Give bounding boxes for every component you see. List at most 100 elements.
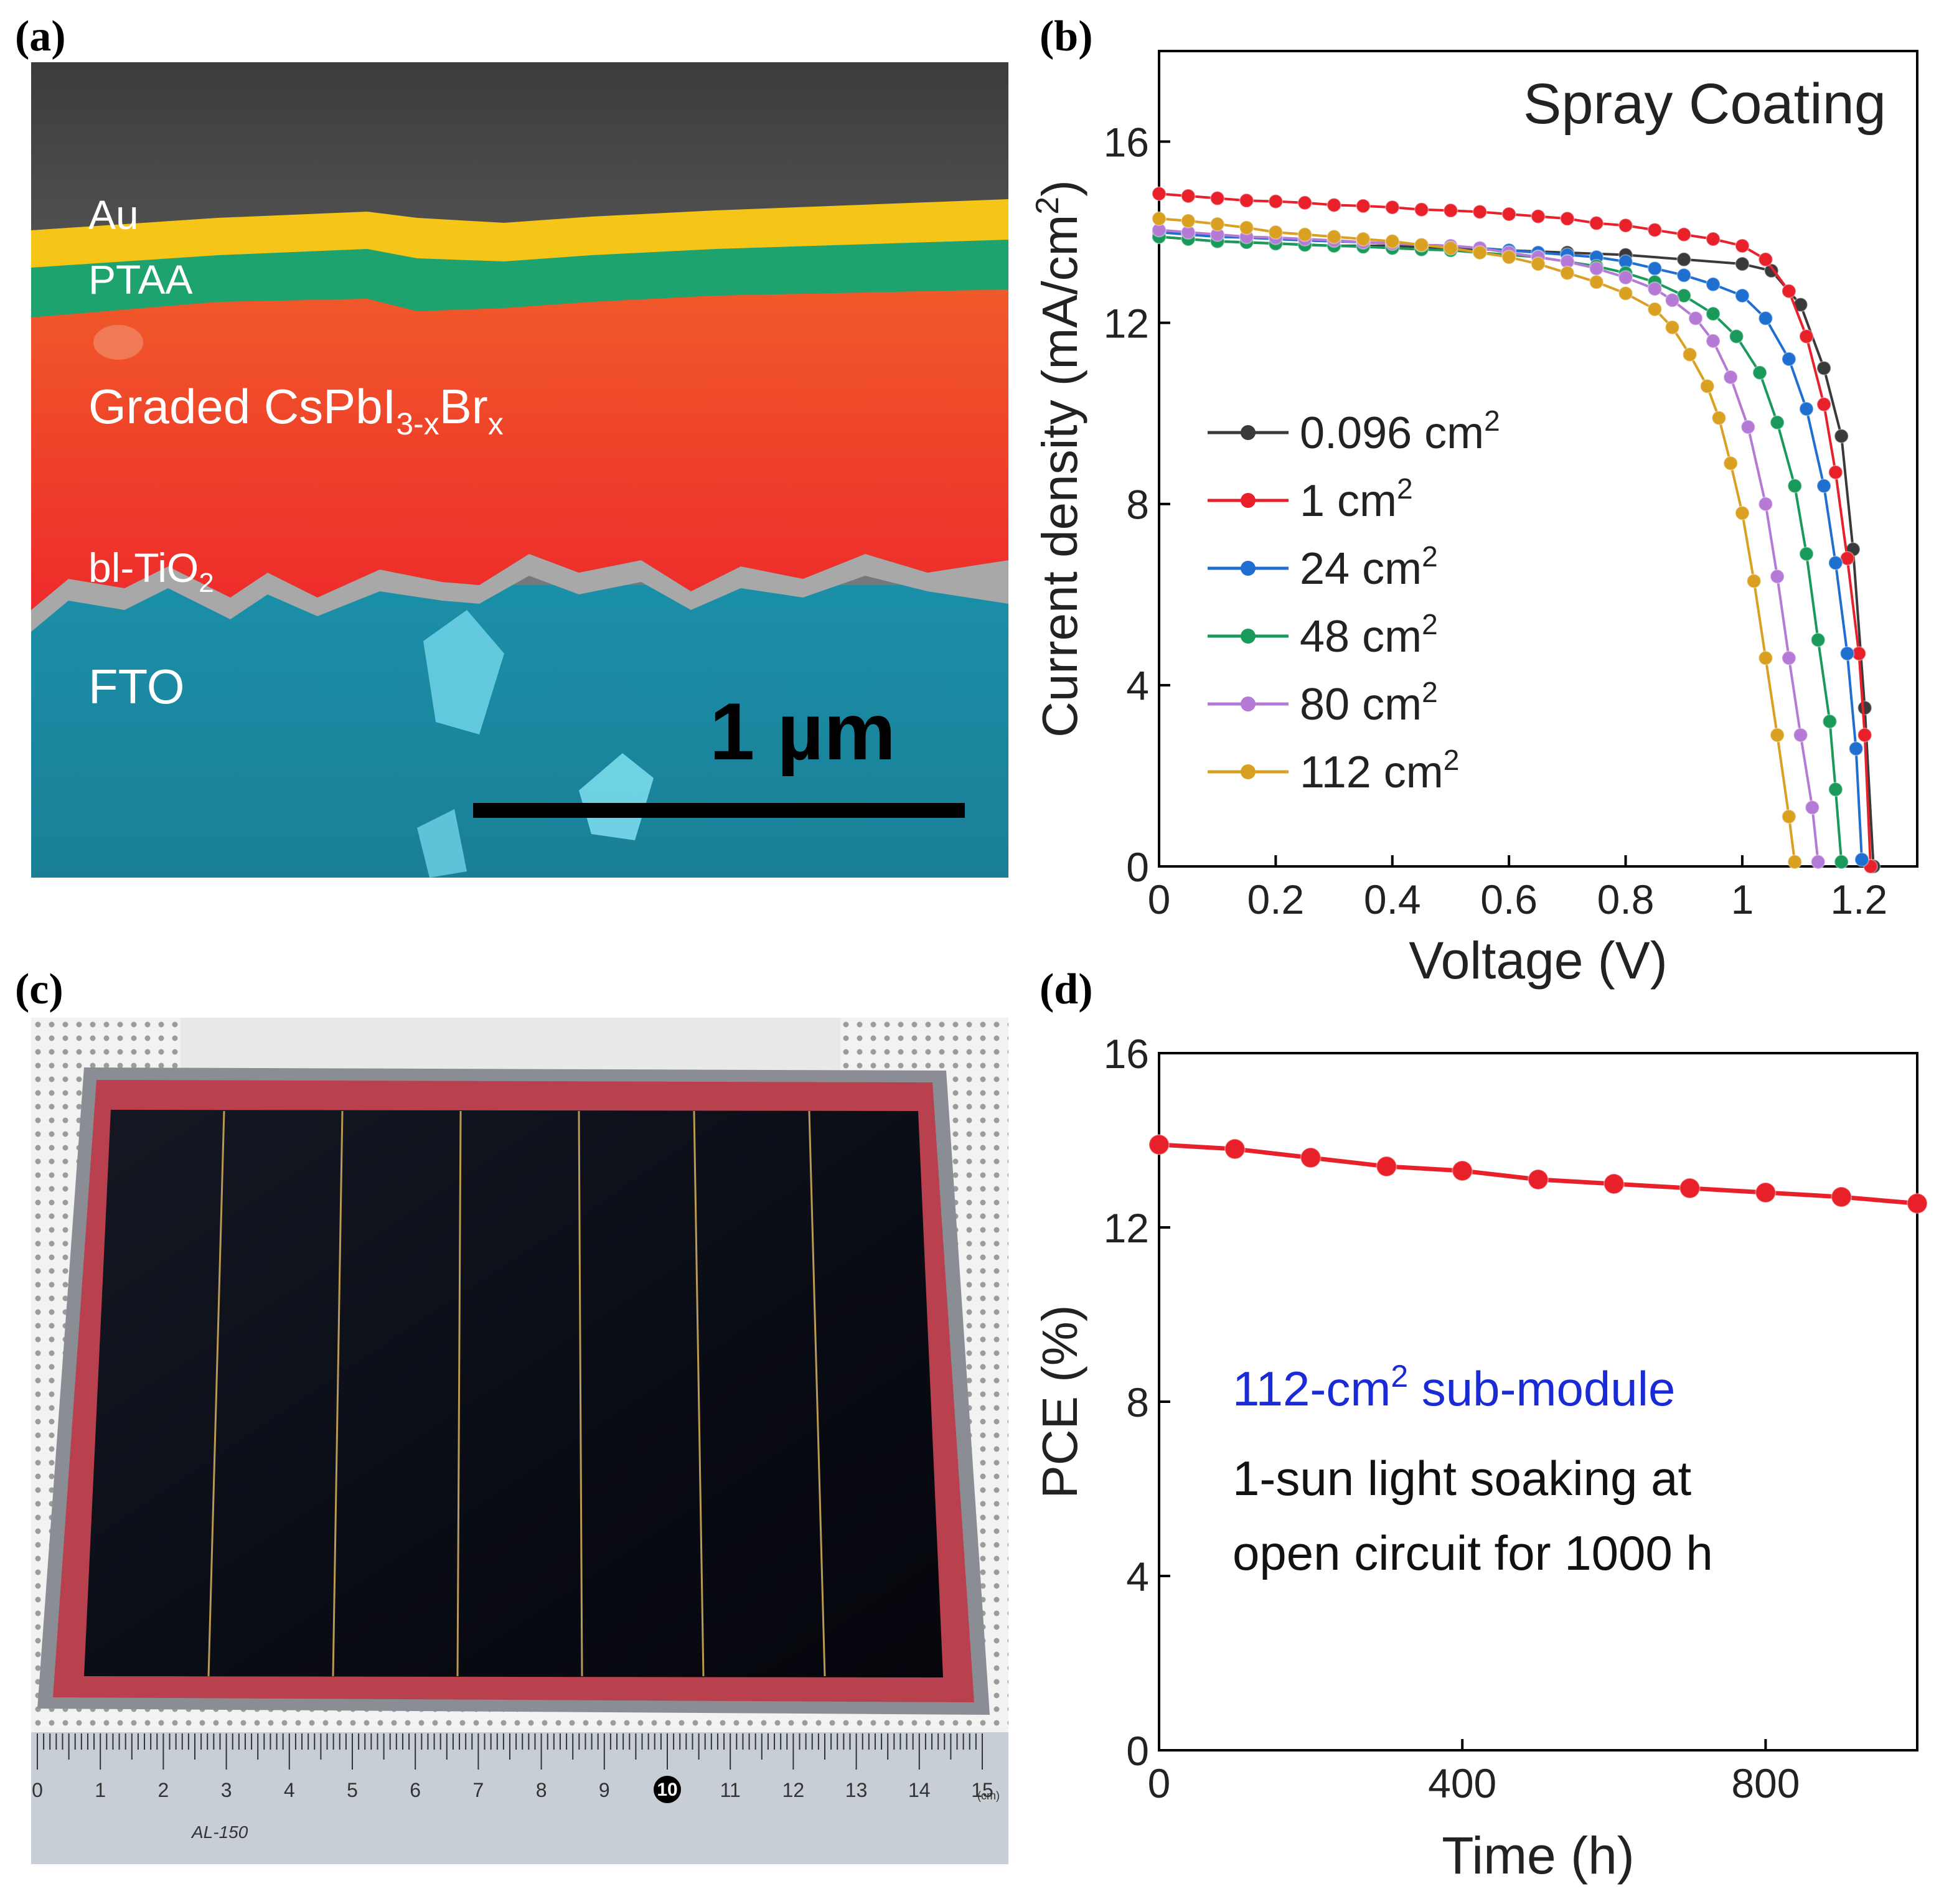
legend-marker (1241, 425, 1256, 440)
data-point (1209, 190, 1225, 206)
legend-marker (1241, 629, 1256, 644)
data-point (1810, 854, 1826, 870)
ruler-number: 3 (221, 1779, 232, 1801)
data-point (1618, 270, 1633, 285)
data-point (1729, 329, 1744, 344)
y-tick-label: 8 (1126, 1379, 1149, 1425)
data-point (1781, 809, 1796, 824)
data-point (1831, 1186, 1852, 1208)
data-point (1268, 194, 1284, 209)
data-point (1665, 293, 1680, 308)
y-tick-label: 0 (1126, 1728, 1149, 1774)
data-point (1327, 229, 1342, 245)
photo-background-patch (181, 1018, 840, 1074)
data-point (1770, 415, 1785, 430)
data-point (1816, 478, 1832, 494)
panel-letter-b: (b) (1040, 12, 1093, 60)
data-point (1834, 854, 1849, 870)
data-point (1798, 546, 1814, 561)
x-tick-label: 800 (1731, 1760, 1800, 1806)
data-point (1676, 227, 1692, 242)
scribe-line (332, 1110, 344, 1677)
data-point (1501, 250, 1517, 265)
y-tick-label: 16 (1104, 1031, 1149, 1077)
bl-tio2-layer (31, 554, 1008, 632)
x-tick-label: 0.8 (1597, 876, 1655, 922)
data-point (1770, 569, 1785, 584)
data-point (1355, 232, 1371, 247)
ruler-number: 4 (284, 1779, 295, 1801)
ruler-number: 2 (158, 1779, 169, 1801)
data-point (1443, 240, 1458, 256)
jv-y-axis-label: Current density (mA/cm2) (1030, 180, 1087, 738)
layer-label-bl-tio2: bl-TiO2 (88, 545, 214, 598)
y-tick-label: 8 (1126, 482, 1149, 528)
ruler-number: 15 (971, 1779, 993, 1801)
data-point (1734, 288, 1750, 303)
data-point (1857, 727, 1872, 743)
data-point (1209, 217, 1225, 232)
x-tick-label: 0 (1148, 876, 1171, 922)
x-tick-label: 1.2 (1830, 876, 1887, 922)
legend-label: 1 cm2 (1300, 472, 1413, 526)
legend-label: 0.096 cm2 (1300, 405, 1500, 458)
pce-y-axis-label: PCE (%) (1032, 1305, 1087, 1498)
ruler-ticks: 0 1 2 3 4 5 6 7 8 9 10 11 12 13 14 15 (32, 1733, 993, 1803)
legend-marker (1241, 493, 1256, 508)
data-point (1452, 1160, 1473, 1181)
scribe-line (693, 1110, 705, 1677)
data-point (1355, 198, 1371, 213)
scale-bar (473, 803, 965, 818)
panel-letter-c: (c) (15, 965, 63, 1013)
data-point (1603, 1173, 1625, 1194)
pce-annotation-line3: open circuit for 1000 h (1233, 1526, 1713, 1580)
panel-letter-d: (d) (1040, 965, 1093, 1013)
ruler-number: 14 (908, 1779, 931, 1801)
data-point (1781, 283, 1796, 299)
layer-label-fto: FTO (88, 659, 185, 714)
data-point (1501, 207, 1517, 222)
data-point (1723, 370, 1739, 385)
au-layer (31, 199, 1008, 268)
data-point (1376, 1156, 1397, 1177)
data-point (1152, 186, 1167, 202)
data-point (1699, 378, 1715, 394)
data-point (1810, 632, 1826, 648)
pce-axis-ticks: 0 400 800 0 4 8 12 16 (1104, 1031, 1800, 1806)
data-point (1763, 263, 1779, 278)
module-active-area (84, 1110, 943, 1677)
data-point (1414, 202, 1429, 217)
scribe-line (207, 1110, 225, 1677)
legend-label: 112 cm2 (1300, 744, 1459, 797)
module-photo: 0 1 2 3 4 5 6 7 8 9 10 11 12 13 14 15 AL-150 (cm) (31, 1018, 1008, 1864)
layer-label-ptaa: PTAA (88, 256, 192, 302)
y-tick-label: 16 (1104, 119, 1149, 165)
data-point (1647, 222, 1663, 238)
data-point (1798, 401, 1814, 416)
data-point (1755, 1182, 1777, 1203)
data-point (1706, 306, 1721, 322)
scribe-line (578, 1110, 583, 1677)
panel-letter-a: (a) (15, 12, 66, 60)
x-tick-label: 0 (1148, 1760, 1171, 1806)
ruler-number: 12 (782, 1779, 805, 1801)
data-point (1472, 245, 1488, 260)
data-point (1180, 188, 1196, 204)
data-point (1148, 1134, 1170, 1155)
ruler-number: 7 (473, 1779, 484, 1801)
layer-label-au: Au (88, 192, 139, 238)
scribe-line (808, 1110, 826, 1677)
data-point (1239, 193, 1254, 209)
ruler-number: 13 (845, 1779, 868, 1801)
ruler-number: 10 (657, 1780, 677, 1800)
data-point (1822, 714, 1838, 729)
data-point (1676, 268, 1692, 283)
data-point (1848, 741, 1864, 756)
data-point (1559, 265, 1575, 281)
pce-x-axis-label: Time (h) (1442, 1826, 1635, 1885)
layer-label-perovskite: Graded CsPbI3-xBrx (88, 379, 504, 441)
pce-annotation-submodule: 112-cm2 sub-module (1233, 1359, 1675, 1416)
legend-marker (1241, 696, 1256, 711)
data-point (1787, 854, 1803, 870)
data-point (1559, 211, 1575, 227)
